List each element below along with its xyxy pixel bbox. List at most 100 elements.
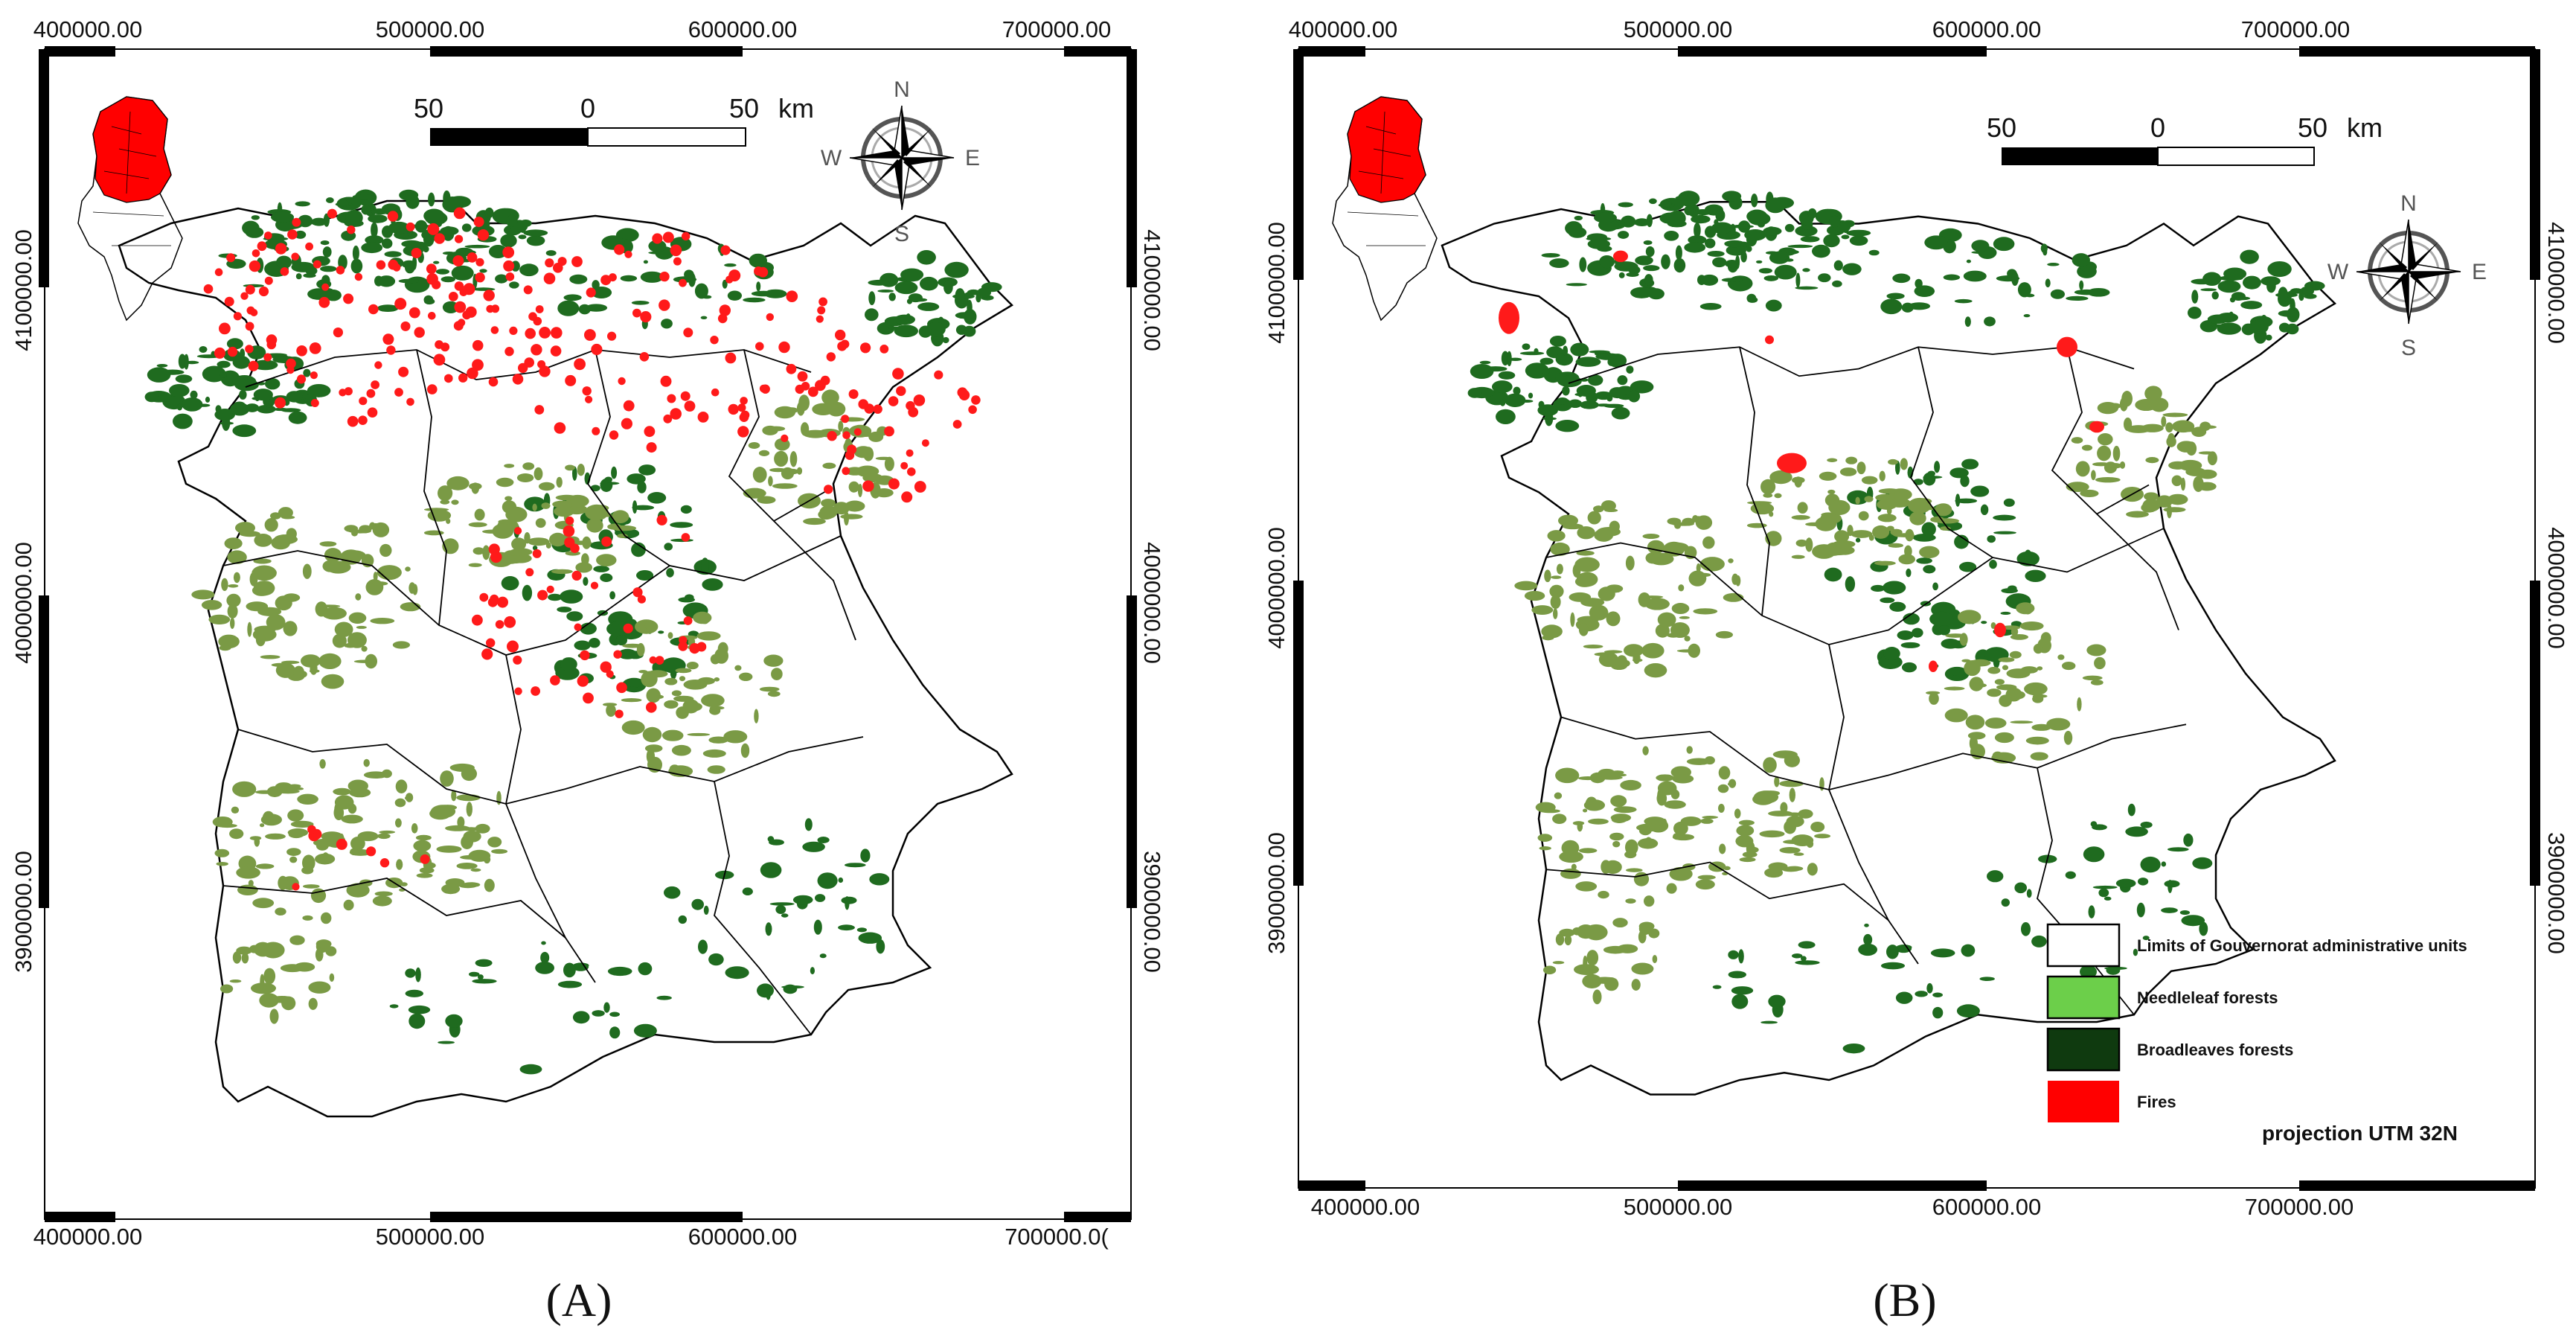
- forest-patch: [1879, 470, 1885, 482]
- forest-patch: [395, 818, 402, 828]
- forest-patch: [2199, 921, 2208, 936]
- fire-point: [475, 258, 484, 266]
- forest-patch: [1582, 974, 1602, 988]
- fire-point: [719, 304, 731, 316]
- forest-patch: [1539, 846, 1551, 851]
- forest-patch: [1955, 493, 1961, 507]
- forest-patch: [1715, 630, 1733, 639]
- forest-patch: [631, 301, 650, 305]
- forest-patch: [1971, 240, 1990, 252]
- forest-patch: [287, 809, 304, 822]
- forest-patch: [478, 974, 484, 980]
- y-tick-right: 4000000.00: [1139, 542, 1165, 664]
- fire-point: [249, 260, 261, 272]
- forest-patch: [865, 308, 879, 322]
- fire-point: [305, 242, 313, 251]
- forest-patch: [399, 189, 419, 201]
- forest-patch: [381, 769, 392, 779]
- forest-patch: [671, 690, 682, 697]
- frame-bar: [1293, 581, 1304, 886]
- forest-patch: [470, 868, 481, 872]
- forest-patch: [1967, 610, 1976, 621]
- forest-patch: [1923, 476, 1943, 479]
- forest-patch: [774, 406, 796, 419]
- forest-patch: [838, 877, 844, 883]
- forest-patch: [1550, 595, 1561, 610]
- svg-text:W: W: [2327, 260, 2349, 284]
- forest-patch: [884, 456, 894, 471]
- forest-patch: [519, 1064, 542, 1075]
- forest-patch: [320, 240, 330, 246]
- forest-patch: [2005, 690, 2025, 700]
- forest-patch: [2265, 334, 2272, 341]
- forest-patch: [1784, 753, 1800, 767]
- forest-patch: [232, 424, 257, 438]
- forest-patch: [600, 482, 620, 485]
- forest-patch: [1895, 945, 1912, 953]
- forest-patch: [963, 325, 976, 337]
- fire-point: [214, 347, 225, 359]
- forest-patch: [1676, 649, 1699, 653]
- fire-point: [287, 229, 298, 240]
- forest-patch: [664, 677, 678, 686]
- forest-patch: [1678, 584, 1685, 592]
- forest-patch: [775, 905, 786, 914]
- forest-patch: [574, 640, 591, 651]
- forest-patch: [1895, 460, 1900, 475]
- frame-bar: [2530, 49, 2540, 280]
- forest-patch: [2183, 833, 2194, 847]
- forest-patch: [819, 953, 827, 959]
- fire-point: [366, 389, 376, 398]
- gouvernorat-limits-a: [222, 349, 864, 1035]
- forest-patch: [435, 269, 450, 275]
- fire-point: [728, 403, 739, 415]
- forest-patch: [1562, 386, 1570, 396]
- forest-patch: [1908, 302, 1931, 310]
- forest-patch: [2092, 885, 2118, 889]
- fire-point: [479, 592, 489, 602]
- forest-patch: [1638, 592, 1651, 607]
- forest-patch: [678, 597, 695, 603]
- forest-patch: [1993, 514, 2016, 521]
- forest-patch: [1728, 971, 1746, 979]
- forest-patch: [1576, 550, 1595, 556]
- forest-patch: [379, 830, 396, 834]
- forest-patch: [1955, 498, 1978, 504]
- forest-patch: [302, 269, 307, 272]
- forest-patch: [1694, 572, 1711, 578]
- fire-point: [873, 404, 882, 414]
- forest-patch: [1798, 941, 1816, 949]
- forest-patch: [1588, 818, 1609, 825]
- x-tick-top: 700000.00: [1002, 16, 1112, 42]
- fire-point: [453, 207, 466, 220]
- fire-point: [659, 299, 670, 311]
- forest-patch: [944, 261, 969, 278]
- forest-patch: [307, 384, 331, 397]
- forest-patch: [556, 476, 563, 488]
- scale-bar-b: 50 0 50 km: [1987, 112, 2383, 166]
- forest-patch: [1624, 851, 1637, 859]
- forest-patch: [702, 578, 723, 591]
- forest-patch: [2037, 666, 2043, 671]
- forest-patch: [2080, 965, 2097, 979]
- forest-patch: [302, 563, 312, 579]
- fire-point: [670, 244, 682, 257]
- fire-point: [565, 516, 574, 525]
- forest-patch: [1806, 840, 1814, 849]
- forest-patch: [1694, 209, 1713, 215]
- forest-patch: [1940, 526, 1951, 531]
- forest-patch: [301, 866, 314, 875]
- forest-patch: [592, 1010, 605, 1017]
- forest-patch: [1807, 863, 1818, 876]
- forest-patch: [1929, 611, 1954, 627]
- fire-point: [336, 838, 347, 850]
- forest-patch: [1934, 461, 1941, 473]
- forest-patch: [1919, 546, 1940, 558]
- forest-patch: [253, 389, 273, 401]
- forest-patch: [265, 378, 281, 390]
- forest-patch: [1702, 536, 1715, 549]
- forest-patch: [1825, 547, 1850, 556]
- fire-patches-b: [1499, 250, 2104, 673]
- forest-patch: [876, 939, 885, 954]
- forest-patch: [254, 836, 260, 847]
